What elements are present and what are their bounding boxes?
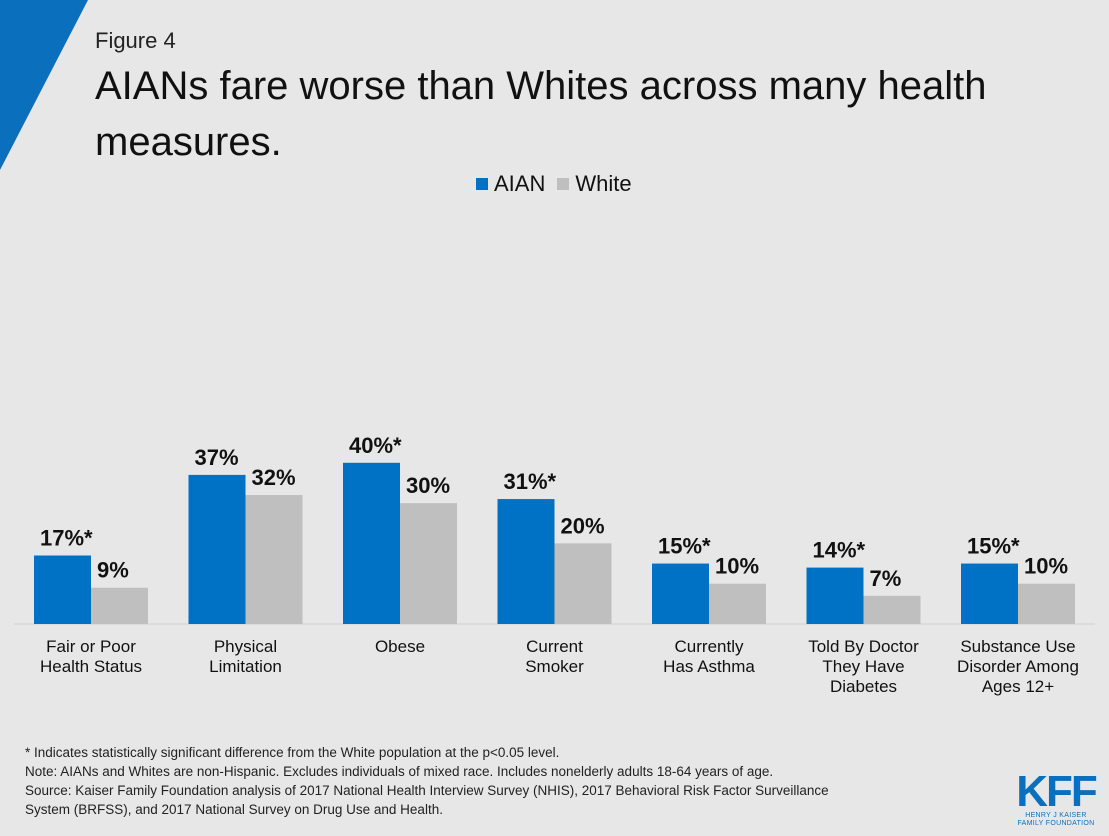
bar-white-5 bbox=[709, 584, 766, 624]
bar-label-white-6: 7% bbox=[870, 566, 902, 591]
bar-aian-7 bbox=[961, 564, 1018, 624]
bar-label-white-7: 10% bbox=[1024, 554, 1068, 579]
bar-label-aian-1: 17%* bbox=[40, 525, 93, 550]
bar-white-3 bbox=[400, 503, 457, 624]
bar-label-aian-4: 31%* bbox=[504, 469, 557, 494]
category-label-2: Physical Limitation bbox=[209, 637, 282, 676]
footnote-source-line1: Source: Kaiser Family Foundation analysi… bbox=[25, 781, 1000, 800]
bar-label-aian-2: 37% bbox=[195, 445, 239, 470]
bar-white-6 bbox=[864, 596, 921, 624]
logo-mark: KFF bbox=[1016, 772, 1096, 812]
footnote-note: Note: AIANs and Whites are non-Hispanic.… bbox=[25, 762, 1000, 781]
bar-aian-3 bbox=[343, 463, 400, 624]
category-label-5: Currently Has Asthma bbox=[663, 637, 755, 676]
bar-label-aian-7: 15%* bbox=[967, 534, 1020, 559]
bar-label-white-2: 32% bbox=[252, 465, 296, 490]
footnote-significance: * Indicates statistically significant di… bbox=[25, 743, 1000, 762]
bar-aian-2 bbox=[189, 475, 246, 624]
logo-line2: FAMILY FOUNDATION bbox=[1016, 820, 1096, 828]
bar-label-white-5: 10% bbox=[715, 554, 759, 579]
bar-label-aian-3: 40%* bbox=[349, 433, 402, 458]
category-label-6: Told By Doctor They Have Diabetes bbox=[808, 637, 919, 696]
kff-logo: KFF HENRY J KAISER FAMILY FOUNDATION bbox=[1016, 772, 1096, 828]
bar-label-aian-5: 15%* bbox=[658, 534, 711, 559]
bar-aian-6 bbox=[807, 568, 864, 624]
bar-label-white-3: 30% bbox=[406, 473, 450, 498]
bar-label-white-4: 20% bbox=[561, 513, 605, 538]
bar-label-aian-6: 14%* bbox=[813, 538, 866, 563]
footnote-source-line2: System (BRFSS), and 2017 National Survey… bbox=[25, 800, 1000, 819]
category-label-4: Current Smoker bbox=[525, 637, 584, 676]
bar-aian-4 bbox=[498, 499, 555, 624]
bar-white-2 bbox=[246, 495, 303, 624]
bar-white-1 bbox=[91, 588, 148, 624]
bar-aian-1 bbox=[34, 555, 91, 624]
bar-white-4 bbox=[555, 543, 612, 624]
footnotes: * Indicates statistically significant di… bbox=[25, 743, 1000, 819]
category-label-7: Substance Use Disorder Among Ages 12+ bbox=[957, 637, 1079, 696]
category-label-1: Fair or Poor Health Status bbox=[40, 637, 142, 676]
logo-line1: HENRY J KAISER bbox=[1016, 812, 1096, 820]
bar-aian-5 bbox=[652, 564, 709, 624]
bar-white-7 bbox=[1018, 584, 1075, 624]
category-label-3: Obese bbox=[375, 637, 425, 656]
bar-label-white-1: 9% bbox=[97, 558, 129, 583]
